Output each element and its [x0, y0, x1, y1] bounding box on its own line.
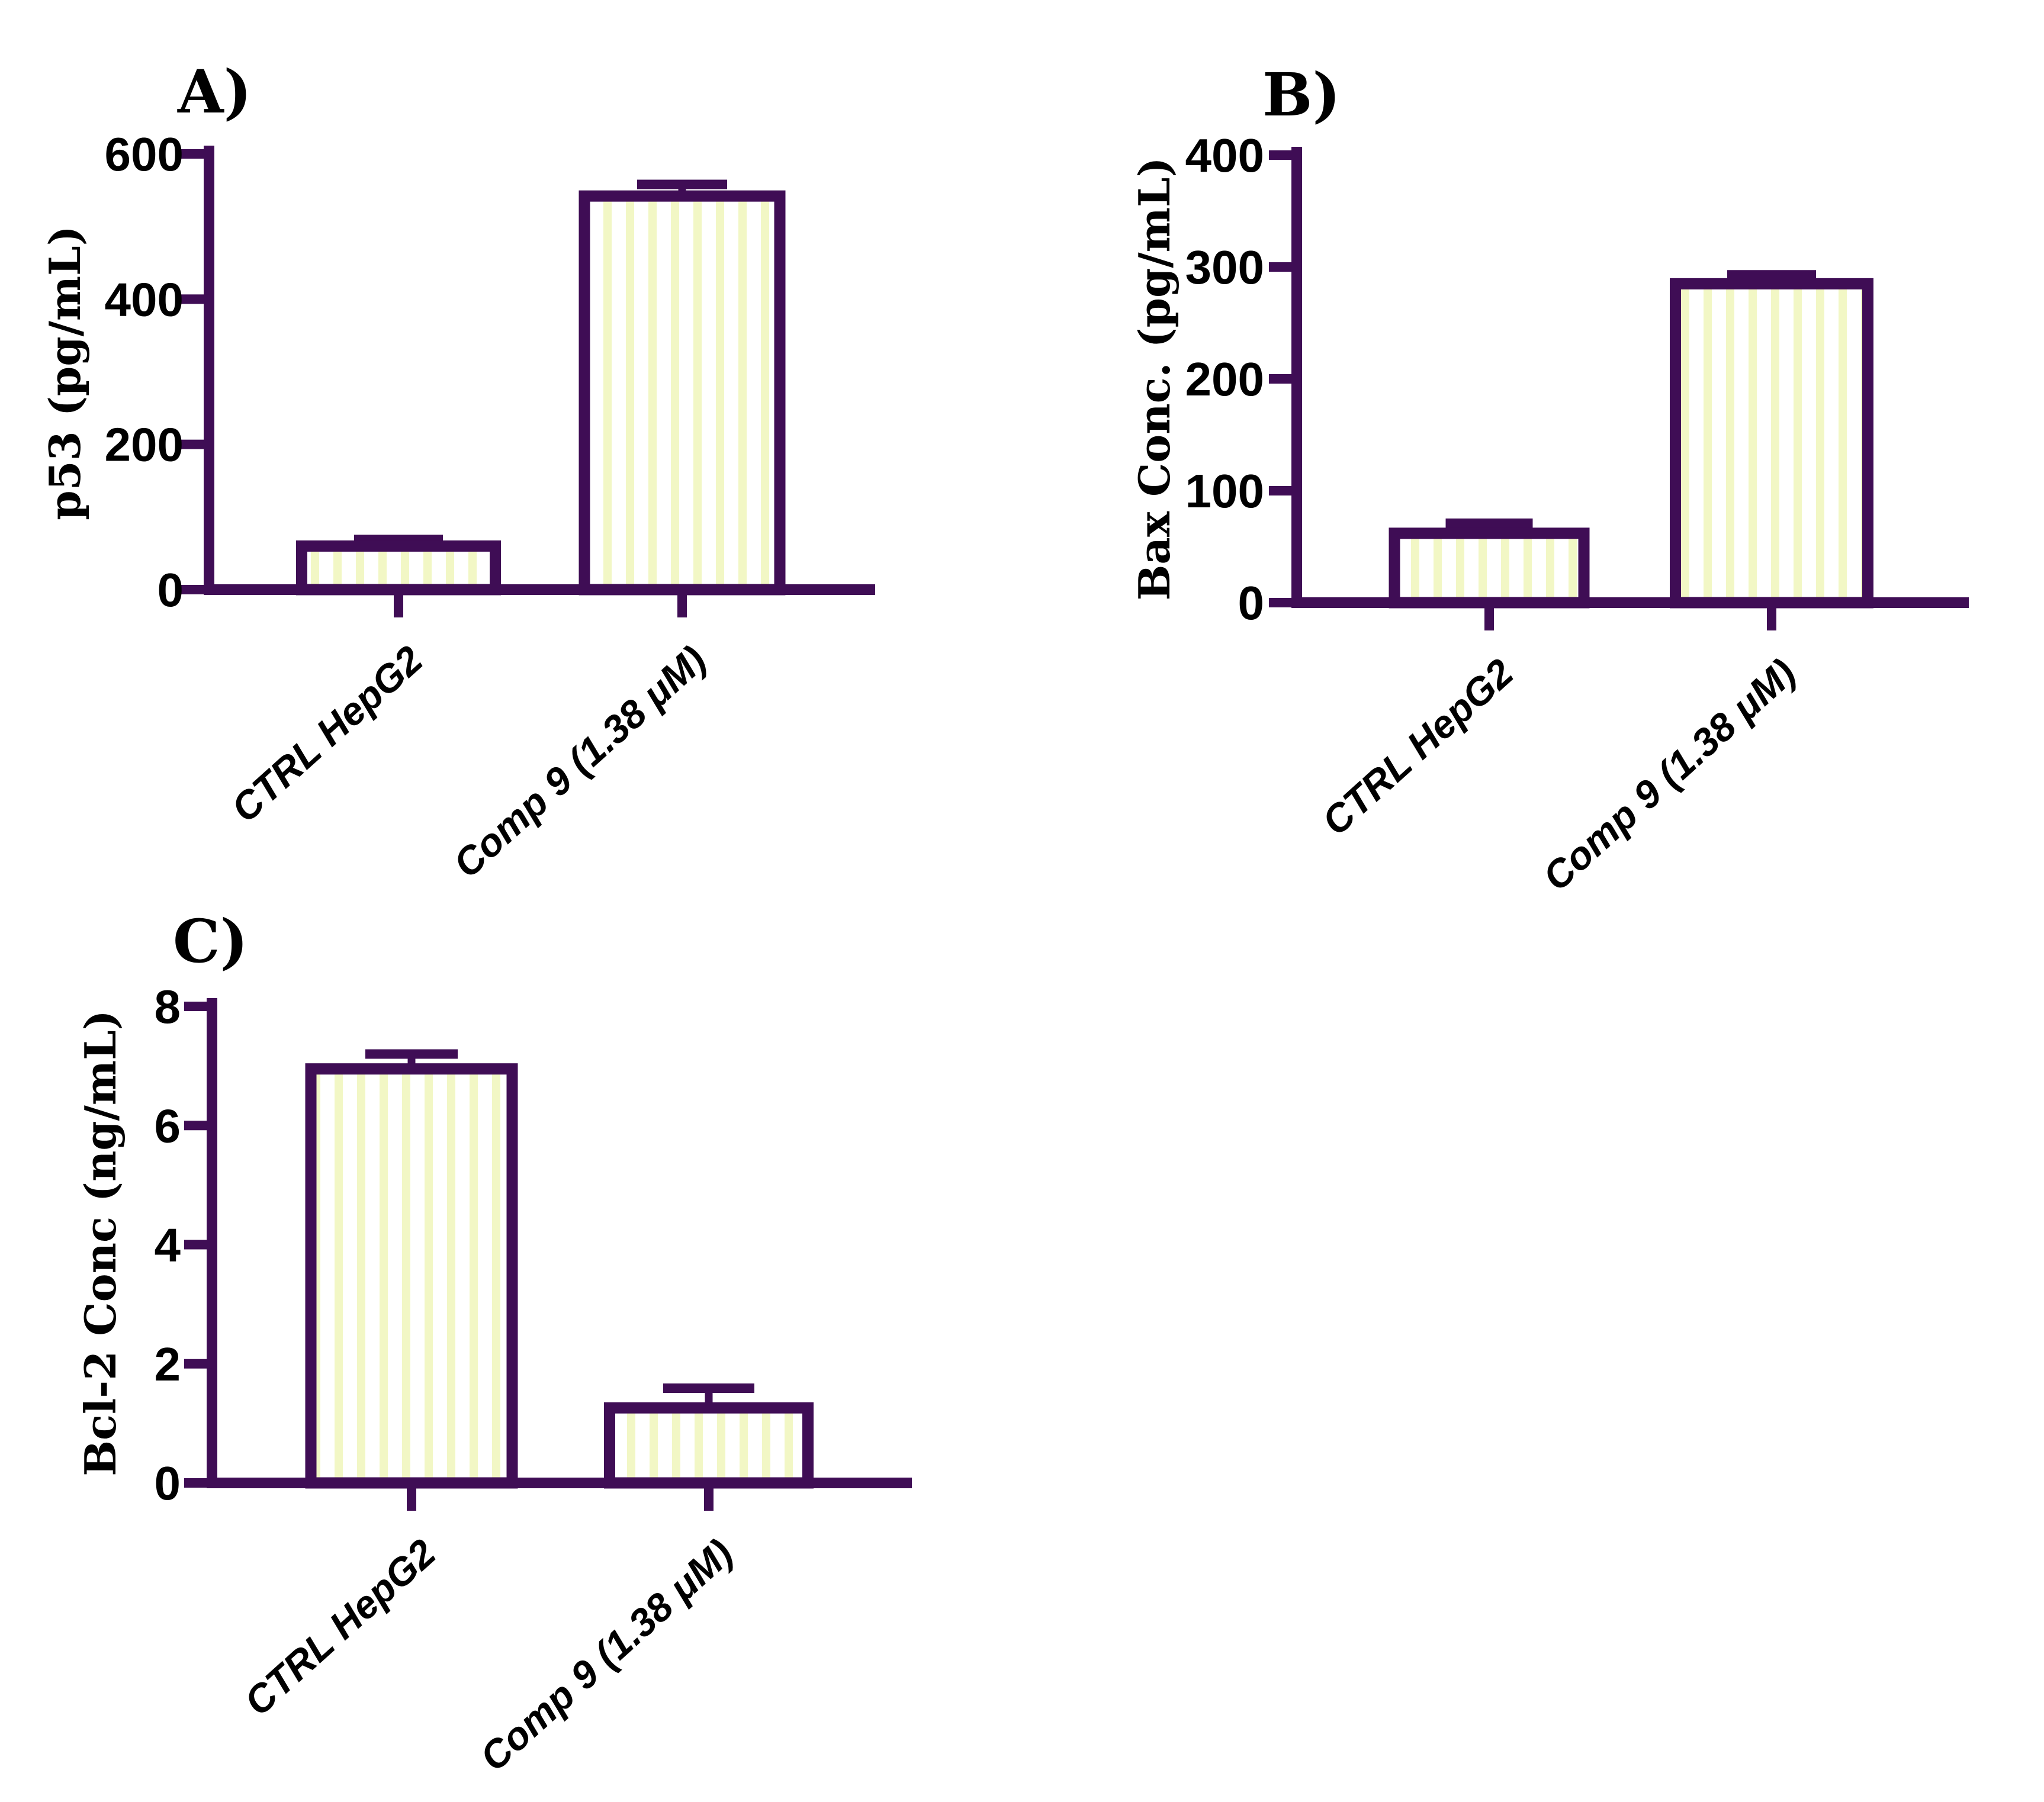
y-tick-label: 0 — [158, 564, 184, 616]
error-bar-cap — [1445, 518, 1533, 528]
y-tick-label: 0 — [155, 1457, 181, 1510]
y-tick — [181, 294, 209, 304]
x-tick — [704, 1488, 714, 1511]
bar — [305, 1063, 518, 1489]
y-tick-label: 4 — [155, 1219, 181, 1272]
y-axis-title: Bcl-2 Conc (ng/mL) — [75, 1010, 126, 1476]
bar — [296, 540, 501, 596]
y-tick-label: 400 — [105, 273, 184, 326]
bar — [604, 1402, 814, 1489]
y-tick-label: 300 — [1185, 241, 1264, 294]
y-tick — [1269, 150, 1297, 160]
y-tick — [1269, 374, 1297, 384]
category-label: CTRL HepG2 — [223, 637, 430, 831]
y-tick — [1269, 262, 1297, 272]
y-tick — [184, 1240, 212, 1250]
error-bar-cap — [663, 1383, 754, 1394]
y-tick — [184, 1478, 212, 1488]
bar — [579, 190, 786, 596]
y-tick-label: 8 — [155, 980, 181, 1033]
error-bar-cap — [365, 1049, 458, 1059]
x-tick — [394, 595, 403, 617]
panel-letter: A) — [177, 57, 252, 127]
bar — [1389, 527, 1590, 609]
y-tick — [184, 1359, 212, 1369]
panel-b-bax-chart: B) Bax Conc. (pg/mL) 0 100 200 300 400 CTRL Hep… — [1113, 18, 2037, 912]
x-tick — [407, 1488, 416, 1511]
y-tick — [184, 1002, 212, 1011]
error-bar-cap — [637, 179, 727, 189]
y-axis-title: p53 (pg/mL) — [40, 226, 90, 520]
error-bar-cap — [1727, 270, 1816, 280]
panel-a-p53-chart: A) p53 (pg/mL) 0 200 400 600 CTRL HepG2 Comp 9 … — [36, 18, 959, 906]
chart-svg: B) Bax Conc. (pg/mL) 0 100 200 300 400 CTRL Hep… — [1129, 60, 1969, 899]
y-tick — [181, 439, 209, 449]
y-tick — [184, 1121, 212, 1131]
y-axis-title: Bax Conc. (pg/mL) — [1129, 157, 1180, 600]
category-label: CTRL HepG2 — [236, 1530, 443, 1724]
bar — [1670, 278, 1873, 609]
y-tick-label: 600 — [105, 128, 184, 181]
y-tick-label: 200 — [1185, 353, 1264, 406]
y-tick-label: 6 — [155, 1099, 181, 1152]
y-tick-label: 200 — [105, 419, 184, 471]
panel-letter: C) — [173, 906, 248, 976]
category-label: CTRL HepG2 — [1313, 650, 1521, 844]
panel-letter: B) — [1262, 60, 1341, 130]
category-label: Comp 9 (1.38 μM) — [1534, 650, 1804, 899]
panel-c-bcl2-chart: C) Bcl-2 Conc (ng/mL) 0 2 4 6 8 CTRL HepG2 Comp … — [59, 906, 983, 1802]
y-tick — [1269, 598, 1297, 607]
y-tick — [181, 149, 209, 159]
y-tick-label: 0 — [1238, 577, 1265, 629]
x-tick — [677, 595, 687, 617]
x-tick — [1484, 608, 1494, 630]
y-tick — [181, 585, 209, 594]
category-label: Comp 9 (1.38 μM) — [471, 1530, 741, 1779]
y-tick-label: 2 — [155, 1338, 181, 1391]
x-tick — [1767, 608, 1776, 630]
y-tick — [1269, 486, 1297, 495]
y-axis-line — [204, 146, 214, 595]
y-tick-label: 100 — [1185, 465, 1264, 517]
category-label: Comp 9 (1.38 μM) — [445, 637, 714, 886]
chart-svg: C) Bcl-2 Conc (ng/mL) 0 2 4 6 8 CTRL HepG2 Comp … — [75, 906, 912, 1780]
chart-svg: A) p53 (pg/mL) 0 200 400 600 CTRL HepG2 Comp 9 … — [40, 57, 875, 886]
y-tick-label: 400 — [1185, 129, 1264, 182]
